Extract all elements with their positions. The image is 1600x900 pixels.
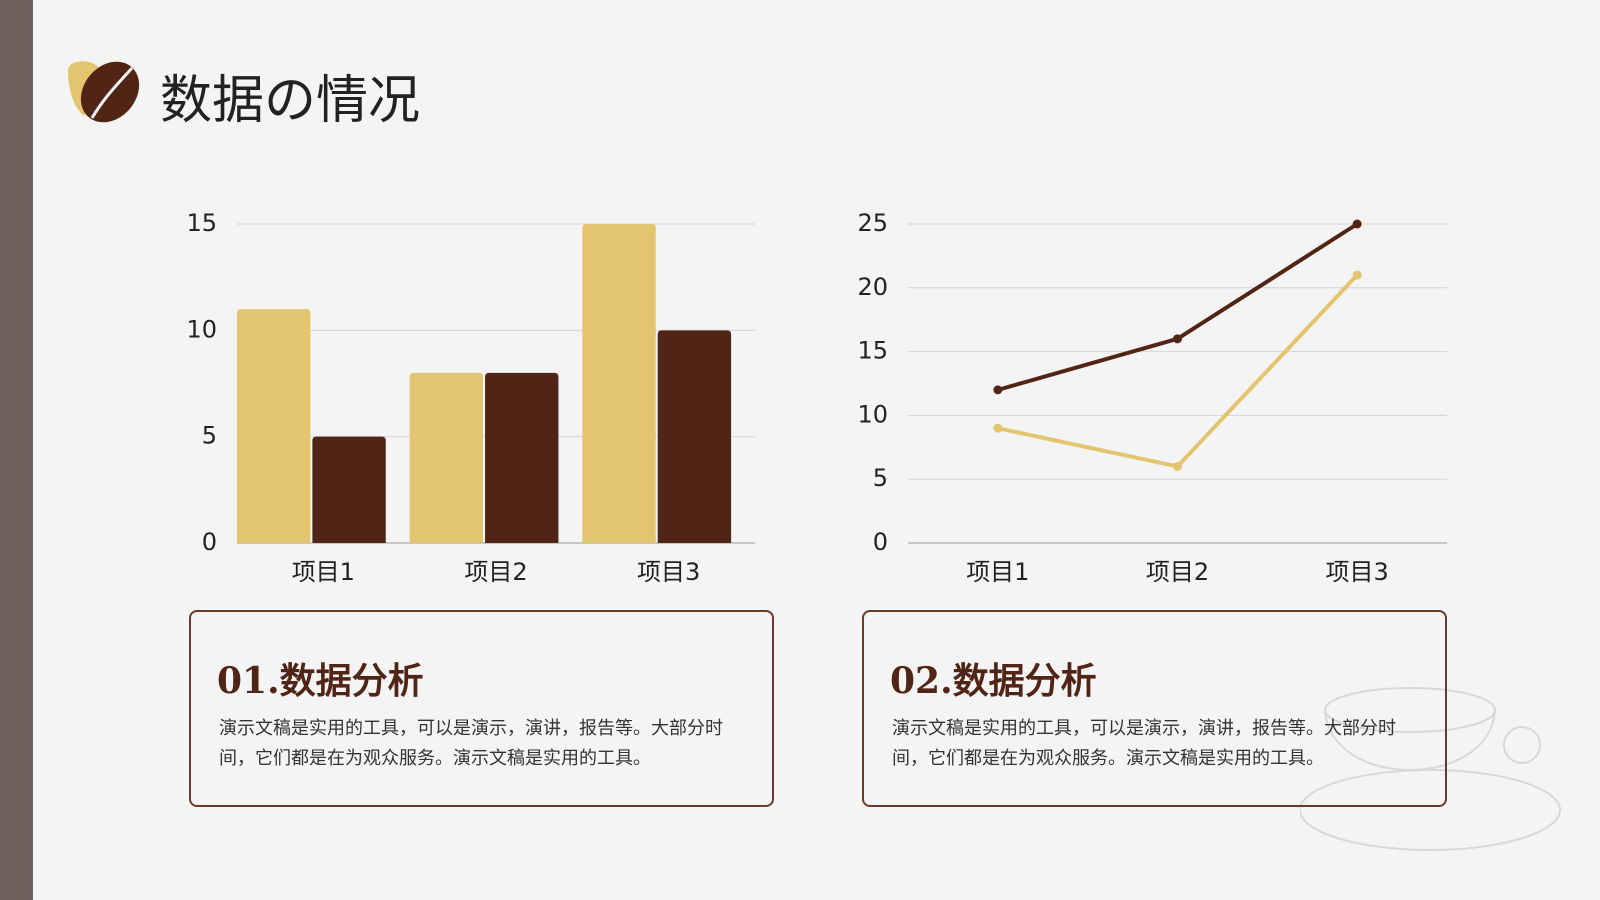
- card: 02.数据分析 演示文稿是实用的工具，可以是演示，演讲，报告等。大部分时间，它们…: [862, 610, 1447, 807]
- point: [1352, 219, 1362, 229]
- sidebar: [0, 0, 33, 900]
- point: [1173, 461, 1182, 471]
- x-tick-label: 项目3: [1326, 558, 1389, 586]
- cup-watermark: [1300, 687, 1561, 851]
- x-tick-label: 项目2: [464, 558, 527, 586]
- y-tick-label: 10: [857, 400, 888, 428]
- bar: [409, 372, 484, 543]
- card-title: 02.数据分析: [890, 660, 1097, 702]
- y-tick-label: 25: [857, 209, 888, 237]
- bar: [582, 224, 656, 543]
- x-tick-label: 项目3: [637, 558, 700, 586]
- x-tick-label: 项目2: [1146, 558, 1209, 586]
- y-tick-label: 0: [873, 528, 888, 556]
- card: 01.数据分析 演示文稿是实用的工具，可以是演示，演讲，报告等。大部分时间，它们…: [189, 610, 774, 807]
- bar: [312, 436, 386, 543]
- point: [1352, 270, 1362, 280]
- line: [997, 273, 1359, 469]
- x-tick-label: 项目1: [292, 558, 355, 586]
- card-title: 01.数据分析: [217, 660, 424, 702]
- y-tick-label: 20: [857, 273, 888, 301]
- y-tick-label: 5: [202, 422, 217, 450]
- y-tick-label: 15: [186, 209, 217, 237]
- card-body: 演示文稿是实用的工具，可以是演示，演讲，报告等。大部分时间，它们都是在为观众服务…: [892, 718, 1396, 769]
- y-tick-label: 15: [857, 337, 888, 365]
- y-tick-label: 5: [873, 464, 888, 492]
- point: [993, 423, 1003, 433]
- bar: [657, 330, 732, 543]
- point: [1173, 334, 1182, 344]
- card-body: 演示文稿是实用的工具，可以是演示，演讲，报告等。大部分时间，它们都是在为观众服务…: [219, 718, 723, 769]
- y-tick-label: 10: [186, 315, 217, 343]
- bar: [237, 309, 311, 543]
- y-tick-label: 0: [202, 528, 217, 556]
- point: [993, 385, 1003, 395]
- line: [997, 222, 1359, 392]
- logo: [68, 61, 140, 123]
- bar: [485, 372, 559, 543]
- charts: 0 5 10 15 项目1 项目2 项目3 0 5 10 15 20 25 项目1 项目2 项目3: [186, 209, 1447, 586]
- page-title: 数据の情况: [160, 71, 421, 131]
- x-tick-label: 项目1: [966, 558, 1029, 586]
